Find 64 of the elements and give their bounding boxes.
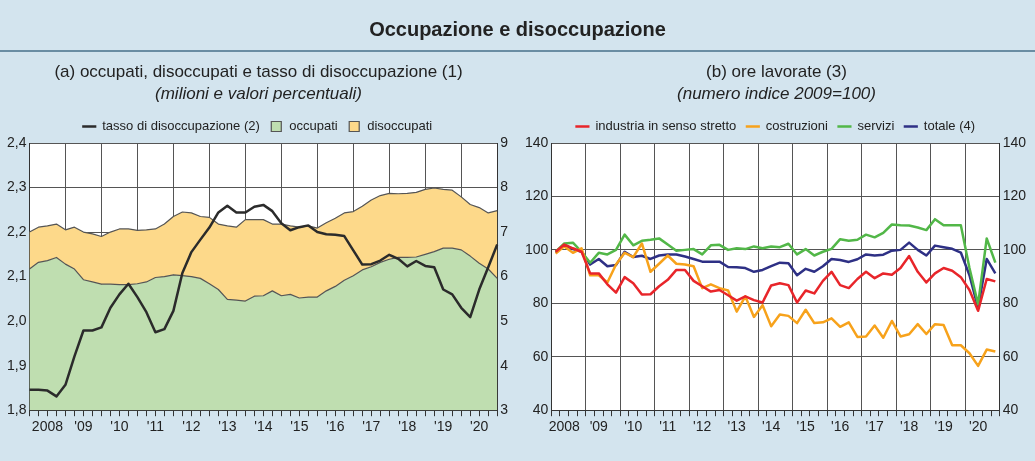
y-tick-label: 60: [532, 347, 549, 364]
x-tick-label: '11: [659, 418, 677, 435]
legend-label: industria in senso stretto: [595, 118, 737, 134]
x-tick-label: '14: [762, 418, 781, 435]
y-tick-label: 1,8: [6, 401, 27, 418]
y2-tick-label: 9: [500, 133, 509, 150]
y2-tick-label: 7: [500, 222, 509, 239]
chart-subtitle: (milioni e valori percentuali): [154, 84, 363, 105]
x-tick-label: '20: [968, 418, 988, 435]
y2-tick-label: 100: [1002, 240, 1027, 257]
y2-tick-label: 3: [500, 401, 509, 418]
x-tick-label: '20: [470, 418, 489, 435]
x-tick-label: '12: [693, 418, 712, 435]
x-tick-label: 2008: [31, 418, 64, 435]
y-tick-label: 1,9: [6, 356, 27, 373]
x-tick-label: '16: [326, 418, 345, 435]
x-tick-label: '15: [796, 418, 816, 435]
legend-label: tasso di disoccupazione (2): [102, 118, 260, 134]
chart-subtitle: (numero indice 2009=100): [676, 84, 877, 105]
y-tick-label: 140: [525, 133, 549, 150]
chart-title: (a) occupati, disoccupati e tasso di disoccupazione (1): [53, 62, 464, 83]
x-tick-label: '19: [934, 418, 953, 435]
y-tick-label: 100: [525, 240, 549, 257]
y2-tick-label: 6: [500, 267, 509, 284]
legend-label: costruzioni: [765, 118, 829, 134]
x-tick-label: '09: [74, 418, 93, 435]
x-tick-label: '16: [831, 418, 850, 435]
x-tick-label: '12: [182, 418, 201, 435]
x-tick-label: '11: [146, 418, 165, 435]
y2-tick-label: 120: [1002, 187, 1027, 204]
y-tick-label: 2,2: [6, 222, 27, 239]
x-tick-label: '18: [900, 418, 919, 435]
legend-label: servizi: [857, 118, 895, 134]
x-tick-label: '10: [110, 418, 129, 435]
y-tick-label: 2,4: [6, 133, 27, 150]
y-tick-label: 2,1: [6, 267, 27, 284]
y2-tick-label: 140: [1002, 133, 1027, 150]
y-tick-label: 120: [525, 187, 549, 204]
y2-tick-label: 60: [1002, 347, 1019, 364]
x-tick-label: '13: [727, 418, 747, 435]
y-tick-label: 2,3: [6, 178, 27, 195]
x-tick-label: '15: [290, 418, 309, 435]
x-tick-label: 2008: [548, 418, 581, 435]
x-tick-label: '17: [362, 418, 381, 435]
y-tick-label: 2,0: [6, 311, 27, 328]
y2-tick-label: 4: [500, 356, 509, 373]
chart-title: (b) ore lavorate (3): [705, 62, 848, 83]
y2-tick-label: 5: [500, 311, 509, 328]
x-tick-label: '17: [865, 418, 884, 435]
legend-label: occupati: [289, 118, 338, 134]
y-tick-label: 80: [532, 294, 549, 311]
y-tick-label: 40: [532, 401, 549, 418]
legend-label: totale (4): [923, 118, 976, 134]
text: Occupazione e disoccupazione: [369, 18, 666, 40]
x-tick-label: '19: [434, 418, 453, 435]
x-tick-label: '13: [218, 418, 237, 435]
y2-tick-label: 40: [1002, 401, 1019, 418]
y2-tick-label: 80: [1002, 294, 1019, 311]
legend-label: disoccupati: [367, 118, 433, 134]
x-tick-label: '14: [254, 418, 273, 435]
y2-tick-label: 8: [500, 178, 509, 195]
x-tick-label: '10: [624, 418, 643, 435]
x-tick-label: '09: [589, 418, 609, 435]
x-tick-label: '18: [398, 418, 417, 435]
